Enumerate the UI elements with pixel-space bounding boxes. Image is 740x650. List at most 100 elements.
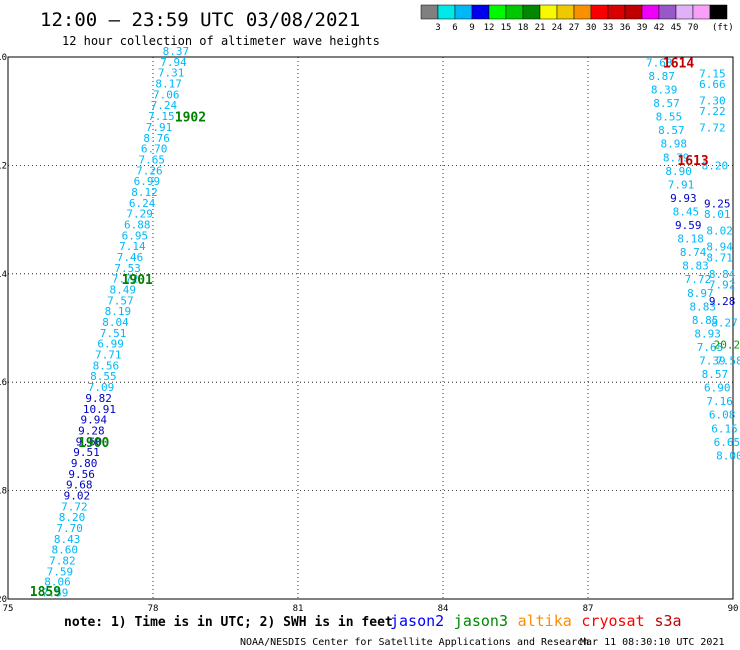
wave-height-value: 7.31 (158, 67, 185, 80)
mission-legend: jason2 jason3 altika cryosat s3a (390, 612, 682, 630)
wave-height-value: 10.91 (83, 403, 116, 416)
wave-height-value: 6.08 (709, 409, 736, 422)
wave-height-value: 8.17 (155, 78, 182, 91)
wave-height-value: 7.72 (61, 500, 88, 513)
wave-height-value: 8.20 (702, 159, 729, 172)
mission-name: altika (518, 612, 572, 630)
wave-height-value: 8.71 (706, 252, 733, 265)
wave-height-value: 8.12 (131, 186, 158, 199)
wave-height-value: 8.57 (702, 368, 729, 381)
wave-height-value: 9.80 (71, 457, 98, 470)
axis-tick-labels: 75 78 81 84 87 90 -10 -12 -14 -16 -18 -20 (0, 53, 738, 614)
wave-height-value: 7.82 (49, 555, 75, 568)
wave-height-value: 9.94 (81, 414, 108, 427)
wave-height-value: 6.95 (122, 229, 149, 242)
wave-height-value: 8.45 (673, 205, 700, 218)
wave-height-value: 7.72 (112, 273, 138, 286)
wave-height-value: 7.29 (126, 208, 152, 221)
wave-height-value: 8.98 (661, 138, 688, 151)
wave-height-value: 7.58 (716, 355, 740, 368)
wave-height-value: 6.99 (97, 338, 124, 351)
note-text: note: 1) Time is in UTC; 2) SWH is in fe… (64, 615, 393, 630)
wave-height-value: 9.51 (73, 446, 100, 459)
wave-height-value: 9.68 (66, 479, 93, 492)
colorbar-swatch (522, 4, 541, 20)
cycle-labels: 1902 1901 1900 1859 1614 1613 (30, 56, 709, 599)
wave-height-value: 8.19 (105, 305, 131, 318)
colorbar-swatch (709, 4, 728, 20)
wave-height-value: 8.39 (651, 84, 678, 97)
wave-height-value: 9.28 (709, 295, 736, 308)
y-tick-label: -12 (0, 161, 7, 171)
x-tick-label: 84 (438, 604, 449, 614)
colorbar-swatch (675, 4, 694, 20)
wave-height-value: 8.00 (716, 449, 740, 462)
mission-name: jason2 (390, 612, 444, 630)
wave-height-value: 8.02 (706, 224, 733, 237)
wave-height-value: 7.59 (47, 565, 74, 578)
wave-height-value: 7.53 (114, 262, 141, 275)
timestamp-text: Mar 11 08:30:10 UTC 2021 (580, 637, 725, 648)
cycle-label: 1859 (30, 585, 61, 600)
wave-height-value: 9.59 (675, 219, 702, 232)
wave-height-value: 7.65 (697, 341, 724, 354)
y-tick-label: -16 (0, 378, 7, 388)
wave-height-value: 8.55 (90, 370, 117, 383)
x-tick-label: 81 (293, 604, 304, 614)
wave-height-value: 6.24 (129, 197, 156, 210)
colorbar-swatch (573, 4, 592, 20)
wave-height-value: 9.82 (85, 392, 112, 405)
wave-height-value: 8.84 (709, 268, 736, 281)
wave-height-value: 7.15 (148, 110, 175, 123)
x-tick-label: 87 (583, 604, 594, 614)
colorbar-swatch (488, 4, 507, 20)
colorbar-swatch (624, 4, 643, 20)
colorbar-label: 12 (484, 23, 495, 33)
wave-height-value: 7.72 (685, 273, 712, 286)
wave-height-value: 7.57 (107, 294, 134, 307)
wave-height-value: 20.29 (714, 338, 740, 351)
wave-height-value: 7.39 (699, 355, 726, 368)
y-tick-label: -18 (0, 487, 7, 497)
colorbar-label: 6 (452, 23, 457, 33)
wave-height-value: 7.51 (100, 327, 127, 340)
wave-height-value: 8.90 (665, 165, 692, 178)
wave-height-value: 8.76 (143, 132, 170, 145)
colorbar-label: 39 (637, 23, 648, 33)
wave-height-value: 8.57 (658, 124, 685, 137)
wave-height-value: 9.93 (670, 192, 697, 205)
wave-height-value: 7.06 (153, 88, 180, 101)
colorbar-label: 70 (688, 23, 699, 33)
colorbar-swatch (471, 4, 490, 20)
wave-height-value: 8.94 (706, 241, 733, 254)
colorbar-label: 36 (620, 23, 631, 33)
wave-height-value: 6.15 (711, 422, 738, 435)
wave-height-points: 7.598.067.597.828.608.437.708.207.729.02… (42, 45, 740, 599)
mission-name: cryosat (581, 612, 644, 630)
wave-height-value: 8.01 (704, 208, 731, 221)
cycle-label: 1900 (78, 436, 109, 451)
colorbar-label: 45 (671, 23, 682, 33)
wave-height-value: 7.30 (699, 94, 726, 107)
colorbar-swatch (692, 4, 711, 20)
wave-height-value: 7.24 (151, 99, 178, 112)
wave-height-value: 8.20 (59, 511, 86, 524)
wave-height-value: 8.85 (692, 314, 719, 327)
colorbar-label: 15 (501, 23, 512, 33)
wave-height-value: 7.16 (706, 395, 733, 408)
wave-height-value: 7.91 (668, 178, 695, 191)
colorbar-label: 18 (518, 23, 529, 33)
wave-height-value: 7.72 (699, 121, 726, 134)
wave-height-value: 8.79 (663, 151, 690, 164)
wave-height-value: 7.46 (117, 251, 144, 264)
colorbar-swatch (590, 4, 609, 20)
colorbar-label: 24 (552, 23, 563, 33)
wave-height-value: 6.70 (141, 143, 168, 156)
wave-height-value: 7.22 (699, 105, 726, 118)
colorbar-label: 27 (569, 23, 580, 33)
wave-height-value: 8.83 (690, 300, 717, 313)
wave-height-value: 7.94 (160, 56, 187, 69)
cycle-label: 1901 (122, 273, 153, 288)
